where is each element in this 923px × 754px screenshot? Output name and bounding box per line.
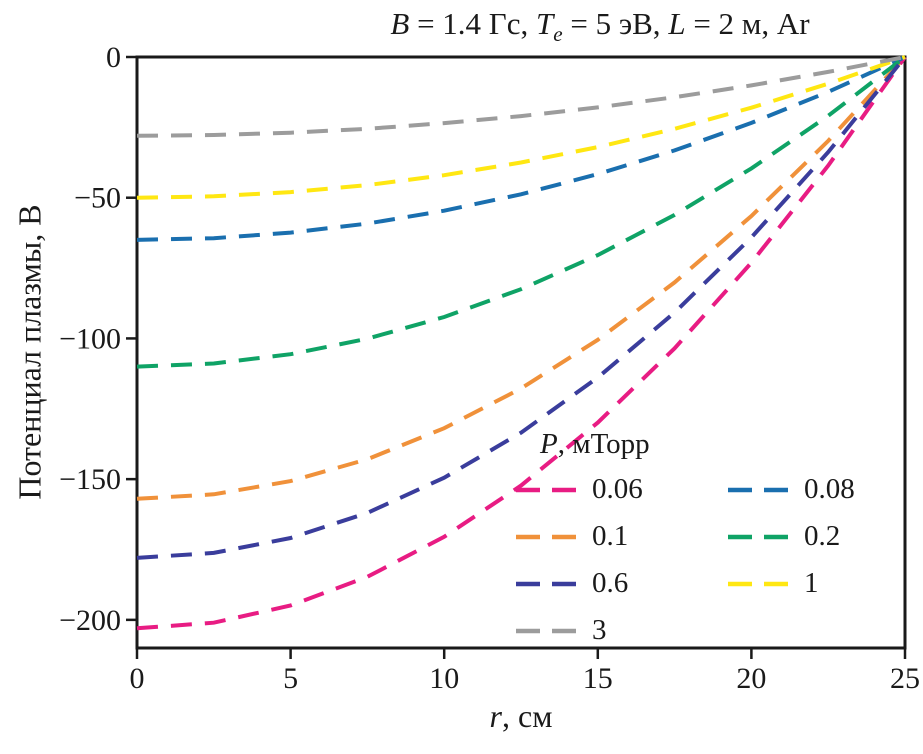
text-part: L [668, 6, 686, 41]
y-tick-label: −200 [59, 604, 121, 637]
legend: P, мТорр 0.06 0.1 0.6 3 0.08 0.2 1 [516, 428, 855, 654]
legend-entry-0.08: 0.08 [728, 466, 855, 513]
legend-entry-0.06: 0.06 [516, 466, 728, 513]
x-tick-label: 0 [130, 662, 145, 695]
series-line-0.1 [136, 55, 907, 501]
series-line-0.6 [136, 55, 907, 560]
legend-label: 3 [592, 614, 607, 646]
legend-dash-icon [516, 628, 576, 633]
series-line-0.06 [136, 55, 907, 631]
y-axis-label: Потенциал плазмы, В [11, 204, 48, 500]
text-part: = 1.4 Гс, [409, 6, 536, 41]
legend-label: 1 [804, 567, 819, 599]
x-tick-label: 15 [583, 662, 613, 695]
series-line-3 [136, 55, 906, 138]
legend-label: 0.08 [804, 473, 855, 505]
series-line-1 [136, 55, 906, 200]
text-part: , мТорр [557, 428, 650, 460]
legend-dash-icon [516, 534, 576, 539]
legend-entry-0.1: 0.1 [516, 513, 728, 560]
legend-dash-icon [728, 534, 788, 539]
y-tick-label: 0 [106, 41, 121, 74]
series-line-0.08 [136, 55, 906, 242]
plot-frame [135, 55, 907, 650]
legend-columns: 0.06 0.1 0.6 3 0.08 0.2 1 [516, 466, 855, 654]
y-tick-label: −50 [74, 182, 121, 215]
legend-dash-icon [516, 581, 576, 586]
text-part: = 5 эВ, [562, 6, 669, 41]
y-tick-label: −150 [59, 463, 121, 496]
x-tick-label: 20 [736, 662, 766, 695]
x-tick-label: 10 [429, 662, 459, 695]
legend-entry-0.2: 0.2 [728, 513, 855, 560]
legend-title: P, мТорр [516, 428, 855, 461]
y-tick-label: −100 [59, 322, 121, 355]
legend-label: 0.06 [592, 473, 643, 505]
series-line-0.2 [136, 55, 907, 369]
legend-label: 0.6 [592, 567, 629, 599]
x-tick-label: 25 [890, 662, 920, 695]
text-part: P [540, 428, 558, 460]
chart-title: B = 1.4 Гс, Te = 5 эВ, L = 2 м, Ar [285, 6, 915, 47]
text-part: , см [502, 698, 553, 734]
legend-entry-1: 1 [728, 560, 855, 607]
legend-dash-icon [728, 581, 788, 586]
text-part: r [489, 698, 502, 734]
legend-entry-3: 3 [516, 607, 728, 654]
legend-label: 0.2 [804, 520, 841, 552]
text-part: = 2 м, Ar [685, 6, 810, 41]
text-part: T [535, 6, 554, 41]
legend-column-2: 0.08 0.2 1 [728, 466, 855, 654]
legend-entry-0.6: 0.6 [516, 560, 728, 607]
x-tick-label: 5 [283, 662, 298, 695]
legend-label: 0.1 [592, 520, 629, 552]
x-axis-label: r, см [137, 698, 905, 735]
legend-column-1: 0.06 0.1 0.6 3 [516, 466, 728, 654]
legend-dash-icon [516, 487, 576, 492]
legend-dash-icon [728, 487, 788, 492]
text-part: e [553, 22, 563, 47]
text-part: B [390, 6, 410, 41]
